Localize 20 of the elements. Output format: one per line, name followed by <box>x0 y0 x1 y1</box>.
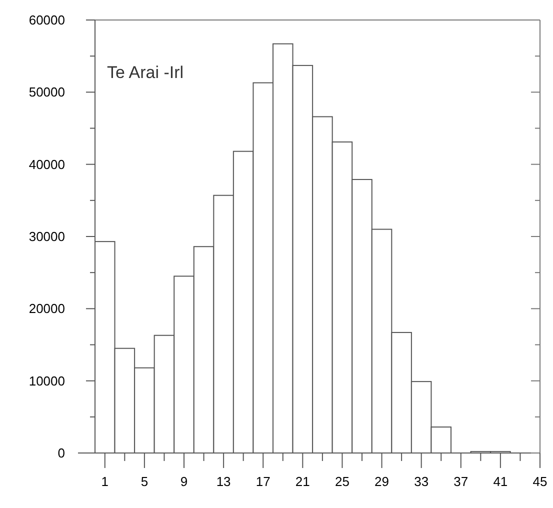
x-tick-label: 21 <box>295 474 310 489</box>
x-tick-label: 17 <box>256 474 270 489</box>
y-tick-label: 50000 <box>28 84 65 100</box>
y-tick-label: 30000 <box>28 229 65 244</box>
y-tick-label: 0 <box>58 446 65 461</box>
x-tick-label: 29 <box>374 474 390 489</box>
annotation: Te Arai -Irl <box>107 63 184 82</box>
x-tick-label: 5 <box>140 474 148 489</box>
y-tick-label: 60000 <box>28 12 65 28</box>
x-tick-label: 41 <box>493 474 508 489</box>
x-tick-label: 37 <box>454 474 468 489</box>
y-tick-label: 40000 <box>28 156 65 172</box>
x-tick-label: 13 <box>216 474 231 489</box>
y-tick-label: 20000 <box>28 301 65 316</box>
x-tick-label: 25 <box>334 474 350 489</box>
x-tick-label: 9 <box>180 474 188 489</box>
x-tick-label: 45 <box>532 474 548 489</box>
y-tick-label: 10000 <box>28 373 65 388</box>
x-tick-label: 1 <box>101 474 109 489</box>
x-tick-label: 33 <box>414 474 429 489</box>
